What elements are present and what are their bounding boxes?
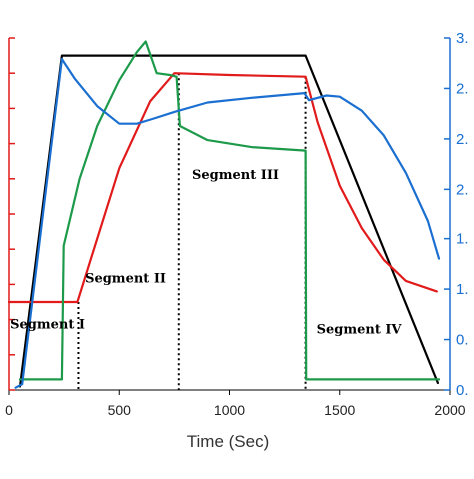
right-y-tick-label: 2. (456, 181, 469, 198)
right-y-tick-label: 2. (456, 131, 469, 148)
x-tick-label: 500 (108, 402, 132, 418)
right-y-tick-label: 1. (456, 281, 469, 298)
segment-boundaries (77, 73, 307, 390)
segment-label: Segment I (10, 317, 85, 332)
segment-label: Segment II (85, 272, 166, 287)
series-line-black (18, 54, 439, 388)
series-line-blue (14, 57, 441, 389)
x-tick-label: 1000 (214, 402, 245, 418)
right-y-tick-label: 1. (456, 231, 469, 248)
segment-label: Segment III (192, 168, 279, 183)
right-y-tick-label: 0. (456, 332, 469, 349)
x-tick-label: 0 (5, 402, 13, 418)
series-line-green (18, 40, 441, 381)
segment-annotations: Segment I Segment II Segment III Segment IV (10, 168, 402, 338)
x-tick-label: 1500 (324, 402, 355, 418)
series-lines (7, 40, 441, 389)
axes: 0 500 1000 1500 2000 0. 0. 1. 1. 2. 2. 2. 3. (5, 30, 468, 418)
x-axis-label: Time (Sec) (187, 432, 270, 451)
x-tick-label: 2000 (434, 402, 465, 418)
right-y-tick-label: 0. (456, 382, 469, 399)
right-y-tick-label: 2. (456, 80, 469, 97)
segment-label: Segment IV (317, 323, 403, 338)
right-y-tick-label: 3. (456, 30, 469, 47)
series-line-red (7, 72, 438, 304)
